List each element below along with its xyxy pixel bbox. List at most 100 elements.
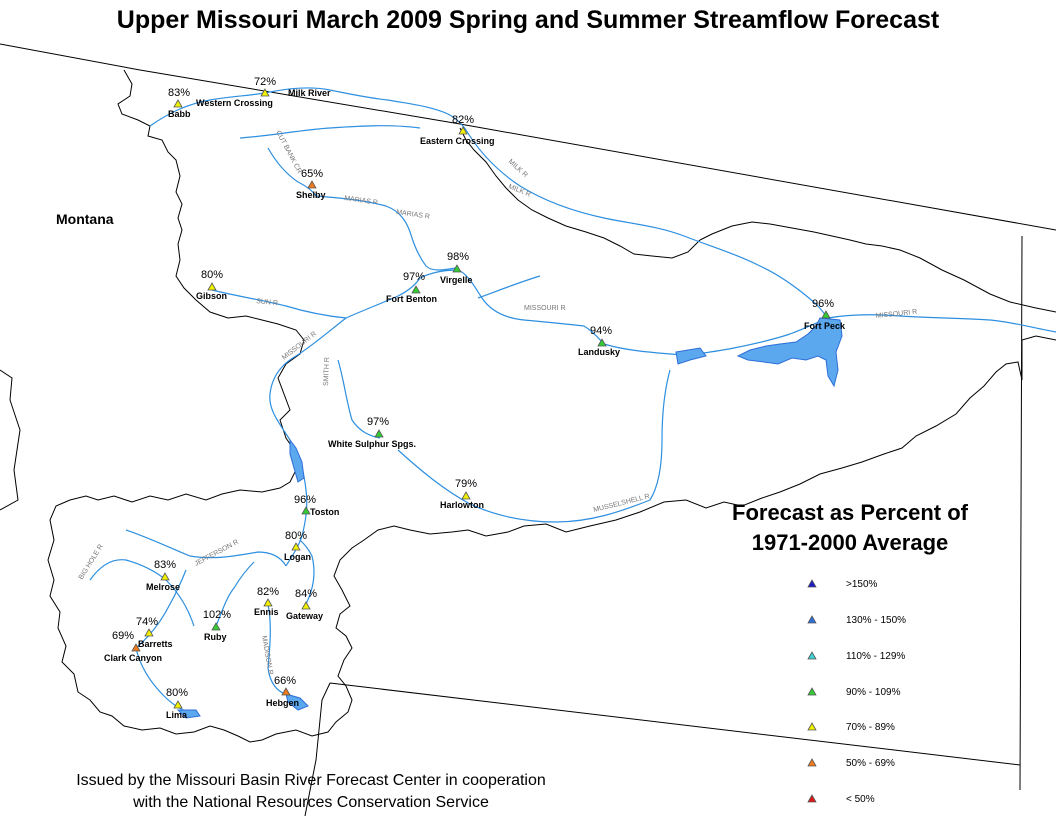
canada-border [0,43,1056,231]
station-marker-harlowton [461,491,471,500]
legend-marker-90-109 [807,687,817,696]
river-label: BIG HOLE R [78,543,105,581]
station-pct-eastern-crossing: 82% [452,114,474,126]
musselshell-river [397,369,671,523]
legend-label-50-69: 50% - 69% [846,758,895,769]
station-name-toston: Toston [310,507,339,517]
basin-outline-north [699,221,1056,313]
legend-marker-130-150 [807,615,817,624]
station-name-fort-benton: Fort Benton [386,294,437,304]
station-name-melrose: Melrose [146,582,180,592]
river-label: MISSOURI R [875,309,917,320]
legend-marker-150-plus [807,579,817,588]
legend-label-150-plus: >150% [846,579,878,590]
reservoirs [176,317,843,719]
station-name-hebgen: Hebgen [266,698,299,708]
river-label: MARIAS R [344,195,378,207]
madison-river [267,603,287,695]
station-name-fort-peck: Fort Peck [804,321,846,331]
station-marker-melrose [160,572,170,581]
station-marker-western-crossing [260,88,270,97]
canyon-ferry-lake [289,438,305,483]
credit-line2: with the National Resources Conservation… [133,794,489,811]
station-name-shelby: Shelby [296,190,326,200]
station-pct-lima: 80% [166,687,188,699]
river-label: MISSOURI R [524,305,566,312]
river-label: JEFFERSON R [194,539,240,568]
station-pct-western-crossing: 72% [254,76,276,88]
station-name-virgelle: Virgelle [440,275,472,285]
legend-label-130-150: 130% - 150% [846,615,907,626]
legend-label-90-109: 90% - 109% [846,687,901,698]
station-name-harlowton: Harlowton [440,500,484,510]
station-pct-ennis: 82% [257,586,279,598]
station-pct-white-sulphur: 97% [367,416,389,428]
station-pct-landusky: 94% [590,325,612,337]
montana-east-border [1019,235,1023,791]
station-marker-barretts [144,628,154,637]
montana-west-edge [0,369,21,511]
beaverhead-river [135,569,187,649]
station-pct-barretts: 74% [136,616,158,628]
station-name-ennis: Ennis [254,607,279,617]
legend-label-70-89: 70% - 89% [846,722,895,733]
station-name-gibson: Gibson [196,291,227,301]
idaho-border [304,682,331,816]
station-marker-logan [291,542,301,551]
legend-title-line2: 1971-2000 Average [751,530,949,555]
milk-river-trib [239,125,421,139]
station-pct-logan: 80% [285,530,307,542]
station-pct-melrose: 83% [154,559,176,571]
legend-label-below-50: < 50% [846,794,875,805]
station-marker-toston [301,506,311,515]
station-marker-ennis [263,598,273,607]
station-name-landusky: Landusky [578,347,620,357]
legend-marker-50-69 [807,758,817,767]
judith-river [477,275,541,299]
station-marker-babb [173,99,183,108]
state-boundaries [0,43,1056,816]
station-pct-harlowton: 79% [455,478,477,490]
station-name-lima: Lima [166,710,188,720]
ruby-river [215,561,255,627]
station-pct-fort-peck: 96% [812,298,834,310]
station-pct-babb: 83% [168,87,190,99]
station-marker-gateway [301,601,311,610]
cut-bank-creek [267,147,317,197]
station-pct-shelby: 65% [301,168,323,180]
station-name-white-sulphur: White Sulphur Spgs. [328,439,416,449]
legend-marker-110-129 [807,651,817,660]
rivers [89,87,1056,715]
river-label: SMITH R [323,357,331,386]
river-labels: MILK R MILK R CUT BANK CR MARIAS R MARIA… [78,130,918,676]
station-marker-virgelle [452,264,462,273]
jefferson-river [125,529,287,567]
station-marker-eastern-crossing [458,126,468,135]
station-marker-white-sulphur [374,429,384,438]
river-label: MARIAS R [396,209,430,221]
station-percents: 83% 72% 82% 65% 98% 97% 80% 96% 94% 97% … [112,76,834,699]
state-label-montana: Montana [56,211,114,227]
station-marker-gibson [207,282,217,291]
missouri-upper-main [345,269,605,345]
gallatin-river [299,539,315,605]
station-marker-lima [173,700,183,709]
station-pct-hebgen: 66% [274,675,296,687]
station-pct-gateway: 84% [295,588,317,600]
milk-river-upper [149,87,467,131]
legend-title-line1: Forecast as Percent of [732,500,968,525]
station-name-milk-river: Milk River [288,88,331,98]
missouri-lower-main [603,314,1056,356]
station-marker-landusky [597,338,607,347]
station-marker-fort-benton [411,285,421,294]
sun-river [211,289,347,319]
legend-markers [807,579,817,803]
map-title: Upper Missouri March 2009 Spring and Sum… [116,6,940,34]
station-marker-fort-peck [821,310,831,319]
credit-line1: Issued by the Missouri Basin River Forec… [76,772,546,789]
station-pct-toston: 96% [294,494,316,506]
station-name-gateway: Gateway [286,611,323,621]
station-names: Babb Western Crossing Milk River Eastern… [104,88,846,720]
